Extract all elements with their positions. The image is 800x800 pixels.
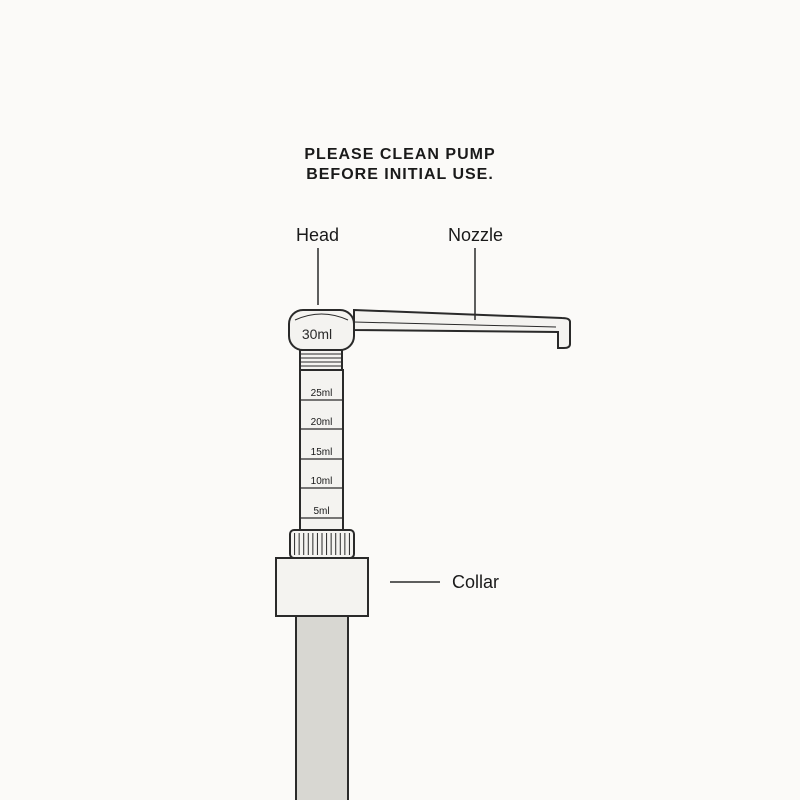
svg-text:25ml: 25ml — [311, 388, 333, 399]
svg-text:15ml: 15ml — [311, 447, 333, 458]
pump-diagram: 25ml 20ml 15ml 10ml 5ml 30ml — [0, 0, 800, 800]
svg-text:10ml: 10ml — [311, 476, 333, 487]
svg-text:5ml: 5ml — [313, 506, 329, 517]
svg-text:20ml: 20ml — [311, 417, 333, 428]
svg-text:30ml: 30ml — [302, 326, 332, 342]
